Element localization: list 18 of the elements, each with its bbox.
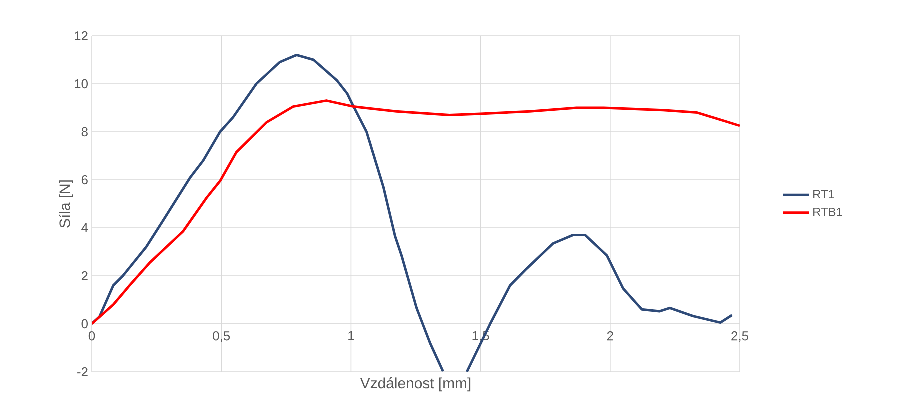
x-tick-label: 0 [88,332,96,341]
legend-label: RT1 [814,190,834,199]
y-axis-title: Síla [N] [59,180,74,228]
y-tick-label: 10 [75,79,88,89]
legend-label: RTB1 [814,208,842,216]
y-tick-label: 4 [82,224,88,232]
x-tick-label: 1 [348,332,354,340]
y-tick-label: 6 [82,175,88,185]
line-series [92,100,740,326]
x-axis-title: Vzdálenost [mm] [360,378,471,392]
x-tick-label: 2 [607,332,614,341]
x-tick-label: 2,5 [732,332,748,342]
y-tick-label: 8 [82,127,88,137]
y-tick-label: 2 [82,271,88,281]
x-tick-label: 0,5 [213,332,230,342]
y-tick-label: -2 [78,367,88,377]
y-tick-label: 0 [82,319,88,329]
y-tick-label: 12 [75,31,88,41]
